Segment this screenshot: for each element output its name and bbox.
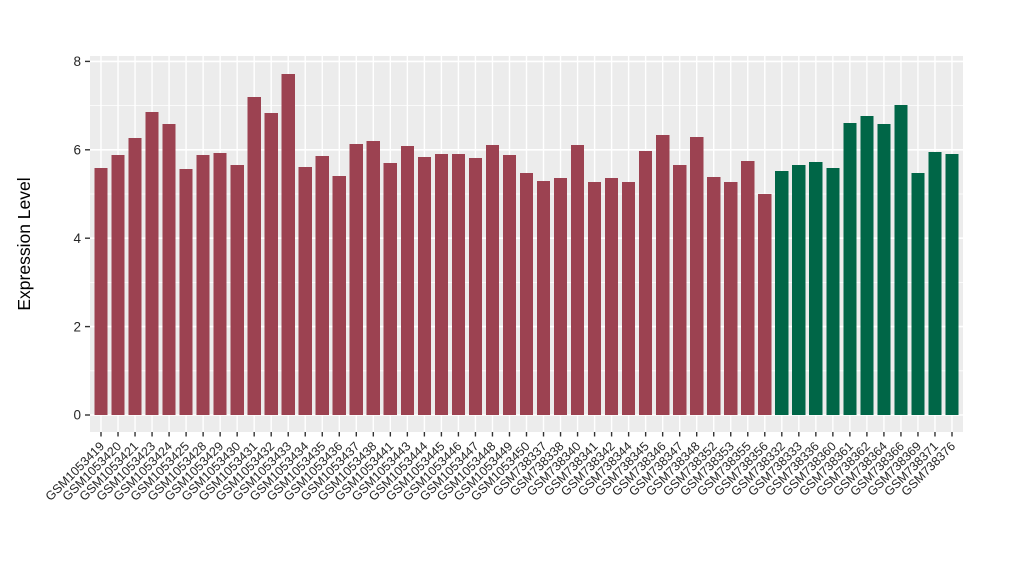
y-tick-label: 4 <box>73 231 81 246</box>
bar <box>911 172 925 415</box>
bar <box>843 122 857 415</box>
bar <box>366 140 380 415</box>
bar <box>451 154 466 415</box>
bar <box>145 111 159 416</box>
bar <box>536 181 551 415</box>
bar <box>724 182 738 415</box>
bar <box>247 97 261 416</box>
bar <box>758 194 772 415</box>
axis-labels: 02468GSM1053419GSM1053420GSM1053421GSM10… <box>43 54 958 504</box>
y-tick-label: 0 <box>73 408 81 423</box>
bar <box>94 167 108 415</box>
bar <box>673 164 687 415</box>
axis-ticks <box>85 60 953 437</box>
bar <box>230 164 244 415</box>
bar <box>383 163 397 415</box>
bar <box>400 145 414 415</box>
bar <box>587 182 602 415</box>
bar <box>809 162 823 415</box>
bar <box>264 113 278 415</box>
bar <box>570 144 585 416</box>
bar <box>417 156 431 415</box>
bar <box>111 155 125 415</box>
y-axis-title: Expression Level <box>14 177 34 310</box>
bar <box>434 154 448 415</box>
bar <box>690 136 704 415</box>
bar <box>213 152 227 416</box>
bar <box>468 158 483 415</box>
bars <box>94 74 959 416</box>
bar <box>741 160 755 415</box>
bar <box>775 171 789 415</box>
bar <box>945 154 959 415</box>
bar <box>196 155 210 415</box>
bar <box>128 137 142 415</box>
bar <box>485 144 500 416</box>
bar <box>298 167 312 415</box>
bar <box>332 175 346 415</box>
bar <box>162 124 176 415</box>
bar <box>826 167 840 415</box>
bar <box>315 155 329 415</box>
bar <box>519 172 534 415</box>
y-tick-label: 6 <box>73 143 81 158</box>
bar <box>894 105 908 416</box>
y-tick-label: 2 <box>73 319 81 334</box>
bar <box>502 155 517 415</box>
bar <box>553 178 568 415</box>
y-tick-label: 8 <box>73 54 81 69</box>
bar <box>792 164 806 415</box>
bar <box>928 152 942 415</box>
bar <box>179 168 193 415</box>
bar <box>281 74 295 415</box>
bar <box>605 178 619 415</box>
bar <box>639 151 653 415</box>
bar <box>656 135 670 416</box>
bar <box>707 177 721 415</box>
bar <box>860 116 874 415</box>
bar <box>622 182 636 415</box>
bar <box>877 124 891 415</box>
bar <box>349 144 363 415</box>
